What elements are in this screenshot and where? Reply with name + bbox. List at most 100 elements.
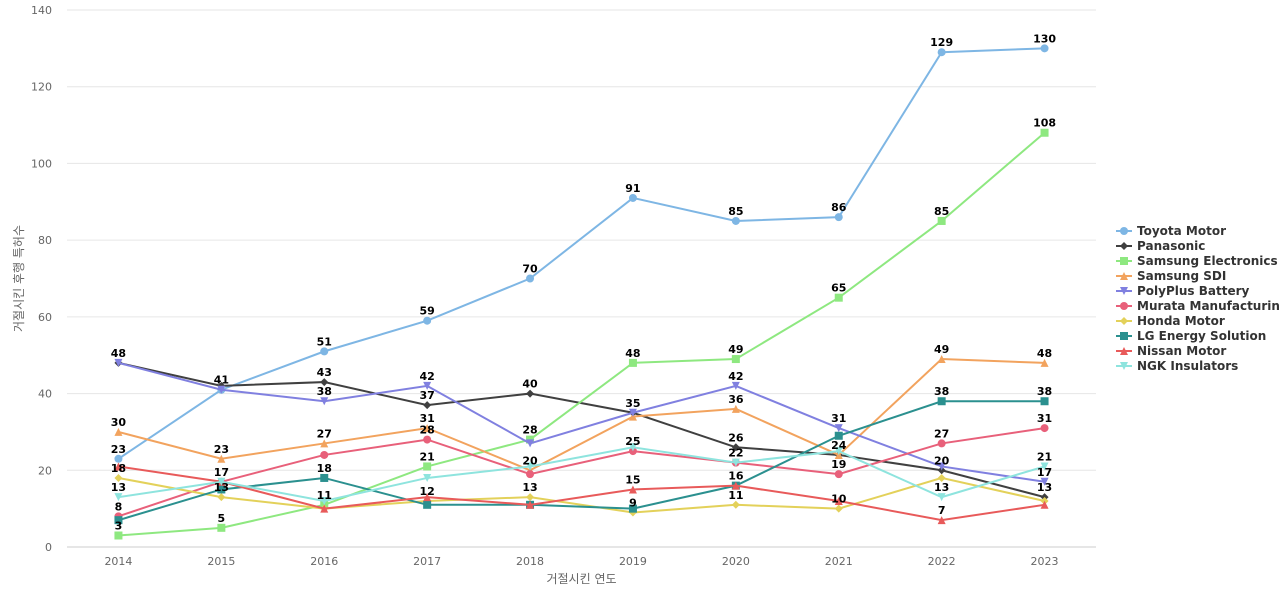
data-point xyxy=(731,216,740,225)
x-tick-label: 2015 xyxy=(207,555,235,568)
data-point xyxy=(114,531,123,540)
legend-item[interactable]: Nissan Motor xyxy=(1116,344,1226,358)
x-tick-label: 2022 xyxy=(928,555,956,568)
legend-item[interactable]: Samsung Electronics xyxy=(1116,254,1278,268)
legend-item[interactable]: Murata Manufacturing xyxy=(1116,299,1280,313)
data-point xyxy=(628,408,637,417)
x-tick-label: 2014 xyxy=(104,555,132,568)
data-point xyxy=(526,274,535,283)
series-line xyxy=(117,47,1045,460)
legend-label: Samsung Electronics xyxy=(1137,254,1278,268)
data-point xyxy=(217,454,226,463)
data-point xyxy=(320,378,329,387)
data-point xyxy=(731,355,740,364)
data-point xyxy=(834,213,843,222)
series-line xyxy=(118,131,1046,537)
legend-item[interactable]: PolyPlus Battery xyxy=(1116,284,1250,298)
data-point xyxy=(834,431,843,440)
legend-item[interactable]: Toyota Motor xyxy=(1116,224,1226,238)
legend-label: Panasonic xyxy=(1137,239,1205,253)
legend-marker xyxy=(1120,227,1128,235)
data-label: 3 xyxy=(115,519,123,532)
data-label: 59 xyxy=(419,305,434,318)
data-point xyxy=(628,504,637,513)
data-point xyxy=(1040,477,1049,486)
data-label: 9 xyxy=(629,496,637,509)
data-label: 27 xyxy=(934,427,949,440)
data-label: 108 xyxy=(1033,117,1056,130)
data-point xyxy=(937,473,946,482)
data-point xyxy=(937,216,946,225)
data-label: 85 xyxy=(934,205,949,218)
data-point xyxy=(114,462,123,471)
data-point xyxy=(937,462,946,471)
data-label: 13 xyxy=(111,481,126,494)
data-label: 23 xyxy=(111,443,126,456)
data-point xyxy=(834,424,843,433)
data-point xyxy=(114,493,123,502)
x-tick-label: 2020 xyxy=(722,555,750,568)
series-samsung-electronics xyxy=(114,128,1049,540)
data-label: 41 xyxy=(214,374,229,387)
x-axis-title: 거절시킨 연도 xyxy=(546,572,616,586)
legend-item[interactable]: LG Energy Solution xyxy=(1116,329,1266,343)
grid-lines xyxy=(67,9,1096,471)
data-point xyxy=(526,389,535,398)
legend-label: Samsung SDI xyxy=(1137,269,1226,283)
legend-item[interactable]: Samsung SDI xyxy=(1116,269,1226,283)
data-point xyxy=(1040,44,1049,53)
data-point xyxy=(114,516,123,525)
legend-item[interactable]: Honda Motor xyxy=(1116,314,1225,328)
data-point xyxy=(320,496,329,505)
x-tick-label: 2016 xyxy=(310,555,338,568)
data-point xyxy=(217,485,226,494)
x-tick-labels: 2014 2015 2016 2017 2018 2019 2020 2021 2022 2023 xyxy=(104,555,1058,568)
data-point xyxy=(731,381,740,390)
y-tick-label: 100 xyxy=(31,157,52,170)
data-point xyxy=(1040,424,1049,433)
data-point xyxy=(423,493,432,502)
data-label: 12 xyxy=(419,485,434,498)
legend-item[interactable]: Panasonic xyxy=(1116,239,1205,253)
data-point xyxy=(937,397,946,406)
series-nissan-motor xyxy=(114,462,1049,525)
data-label: 7 xyxy=(938,504,946,517)
data-label: 49 xyxy=(728,343,743,356)
data-point xyxy=(526,470,535,479)
data-point xyxy=(628,193,637,202)
data-label: 42 xyxy=(419,370,434,383)
data-point xyxy=(834,504,843,513)
data-point xyxy=(731,458,740,467)
data-label: 20 xyxy=(522,454,538,467)
data-label: 38 xyxy=(1037,385,1052,398)
legend-label: LG Energy Solution xyxy=(1137,329,1266,343)
data-point xyxy=(526,493,535,502)
y-tick-label: 20 xyxy=(38,464,52,477)
data-point xyxy=(834,293,843,302)
data-point xyxy=(423,381,432,390)
data-label: 28 xyxy=(522,424,537,437)
data-point xyxy=(1040,128,1049,137)
data-point xyxy=(731,404,740,413)
data-point xyxy=(628,443,637,452)
data-point xyxy=(114,473,123,482)
data-label: 8 xyxy=(115,500,123,513)
legend-item[interactable]: NGK Insulators xyxy=(1116,359,1238,373)
data-point xyxy=(1040,397,1049,406)
series-ngk-insulators xyxy=(114,443,1049,505)
data-point xyxy=(320,397,329,406)
data-label: 51 xyxy=(317,335,332,348)
data-label: 48 xyxy=(625,347,640,360)
data-label: 31 xyxy=(419,412,434,425)
data-label: 21 xyxy=(419,450,434,463)
data-label: 48 xyxy=(111,347,126,360)
legend-marker xyxy=(1120,272,1128,280)
data-point xyxy=(320,450,329,459)
data-label: 24 xyxy=(831,439,847,452)
legend-marker xyxy=(1120,257,1128,265)
data-point xyxy=(834,470,843,479)
data-label: 129 xyxy=(930,36,953,49)
legend-label: NGK Insulators xyxy=(1137,359,1238,373)
data-label: 5 xyxy=(218,512,226,525)
